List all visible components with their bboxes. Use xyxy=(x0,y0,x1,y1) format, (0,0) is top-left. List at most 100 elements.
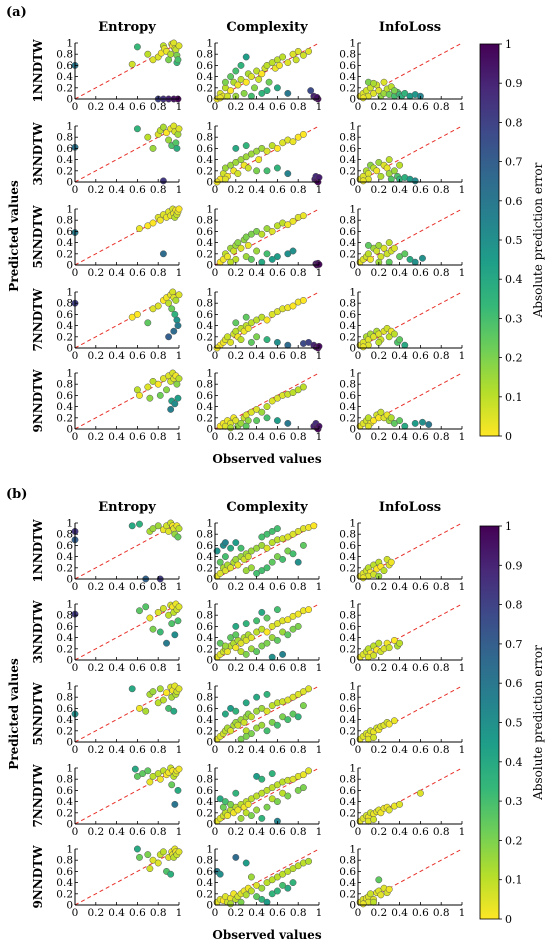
y-tick-label: 0.8 xyxy=(196,610,213,622)
data-point xyxy=(247,812,255,820)
y-tick-label: 0.2 xyxy=(196,165,213,177)
x-tick-label: 0.2 xyxy=(87,662,104,674)
y-tick-label: 1 xyxy=(206,368,213,380)
data-point xyxy=(425,421,433,428)
diagonal-reference-line xyxy=(74,767,180,825)
data-point xyxy=(232,144,240,152)
x-tick-label: 0.4 xyxy=(248,431,265,443)
data-point xyxy=(289,247,297,255)
x-tick-label: 0.4 xyxy=(108,662,125,674)
y-tick-label: 0 xyxy=(206,900,213,912)
x-tick-label: 0.2 xyxy=(370,350,387,362)
data-point xyxy=(284,59,292,67)
x-axis-title: Observed values xyxy=(212,452,321,466)
row-label-3nndtw: 3NNDTW xyxy=(31,600,45,664)
column-title-complexity: Complexity xyxy=(226,20,308,35)
data-point xyxy=(232,707,240,715)
y-tick-label: 0.6 xyxy=(339,60,356,72)
x-tick-label: 0.2 xyxy=(227,907,244,919)
y-tick-label: 0.6 xyxy=(56,540,73,552)
data-point xyxy=(251,84,258,92)
x-tick-label: 0 xyxy=(72,267,79,279)
colorbar-tick-label: 0.7 xyxy=(505,156,523,169)
x-tick-label: 0.2 xyxy=(227,350,244,362)
x-tick-label: 0.6 xyxy=(129,101,146,113)
data-point xyxy=(279,881,287,889)
diagonal-reference-line xyxy=(74,685,180,743)
x-tick-label: 0.2 xyxy=(370,184,387,196)
data-point xyxy=(131,765,139,773)
x-tick-label: 0 xyxy=(72,184,79,196)
y-tick-label: 0.6 xyxy=(196,703,213,715)
row-label-7nndtw: 7NNDTW xyxy=(31,764,45,828)
y-tick-label: 0.8 xyxy=(339,379,356,391)
y-tick-label: 0.2 xyxy=(56,643,73,655)
colorbar-tick-label: 0.6 xyxy=(505,677,523,690)
x-tick-label: 1 xyxy=(459,350,466,362)
x-tick-label: 0.8 xyxy=(150,184,167,196)
data-point xyxy=(289,550,297,558)
data-point xyxy=(136,853,143,861)
data-point xyxy=(175,765,183,773)
data-point xyxy=(237,244,245,252)
data-point xyxy=(232,853,240,861)
data-point xyxy=(165,136,173,144)
data-point xyxy=(263,250,271,258)
diagonal-reference-line xyxy=(214,42,320,100)
y-tick-label: 0 xyxy=(206,94,213,106)
data-point xyxy=(221,553,229,561)
x-tick-label: 0.6 xyxy=(269,431,286,443)
x-tick-label: 0.4 xyxy=(108,267,125,279)
y-tick-label: 0 xyxy=(349,900,356,912)
colorbar-gradient xyxy=(479,43,500,437)
data-point xyxy=(305,685,313,693)
data-point xyxy=(263,403,271,411)
y-tick-label: 0.4 xyxy=(56,154,73,166)
data-point xyxy=(268,255,276,263)
data-point xyxy=(163,386,170,394)
data-point xyxy=(258,89,266,97)
data-point xyxy=(149,688,157,696)
x-tick-label: 0.4 xyxy=(108,350,125,362)
data-point xyxy=(224,812,231,820)
data-point xyxy=(234,81,242,89)
y-tick-label: 1 xyxy=(349,38,356,50)
y-tick-label: 0.2 xyxy=(56,82,73,94)
data-point xyxy=(142,707,150,715)
subplot-1nndtw-entropy: 00.20.40.60.810 0.2 0.4 0.6 0.8 1 xyxy=(56,518,183,593)
data-point xyxy=(163,129,170,137)
x-tick-label: 0.4 xyxy=(391,826,408,838)
y-tick-label: 0.4 xyxy=(56,877,73,889)
x-tick-label: 1 xyxy=(176,907,183,919)
subplot-7nndtw-infoloss: 00.20.40.60.810 0.2 0.4 0.6 0.8 1 xyxy=(339,287,465,363)
x-tick-label: 1 xyxy=(459,826,466,838)
data-point xyxy=(173,144,181,152)
x-tick-label: 0.4 xyxy=(391,907,408,919)
x-tick-label: 0.8 xyxy=(433,907,450,919)
data-point xyxy=(227,87,235,95)
x-tick-label: 1 xyxy=(176,184,183,196)
data-point xyxy=(224,333,231,341)
x-tick-label: 0 xyxy=(212,431,219,443)
y-tick-label: 0.6 xyxy=(196,226,213,238)
y-tick-label: 0.6 xyxy=(196,390,213,402)
x-tick-label: 0.4 xyxy=(248,907,265,919)
y-tick-label: 1 xyxy=(349,518,356,530)
y-tick-label: 0.2 xyxy=(196,331,213,343)
subplot-7nndtw-infoloss: 00.20.40.60.810 0.2 0.4 0.6 0.8 1 xyxy=(339,763,465,839)
data-point xyxy=(144,50,152,58)
data-point xyxy=(273,721,281,729)
data-point xyxy=(242,142,250,150)
subplot-1nndtw-entropy: 00.20.40.60.810 0.2 0.4 0.6 0.8 1 xyxy=(56,38,183,113)
data-point xyxy=(174,130,182,138)
x-tick-label: 0.4 xyxy=(248,744,265,756)
data-point xyxy=(240,89,248,97)
y-tick-label: 1 xyxy=(66,518,73,530)
y-tick-label: 0.8 xyxy=(56,298,73,310)
y-tick-label: 0.6 xyxy=(56,703,73,715)
y-tick-label: 0.8 xyxy=(339,529,356,541)
y-tick-label: 0.2 xyxy=(196,412,213,424)
data-point xyxy=(273,525,281,533)
x-tick-label: 0.4 xyxy=(248,581,265,593)
subplot-3nndtw-infoloss: 00.20.40.60.810 0.2 0.4 0.6 0.8 1 xyxy=(339,599,465,675)
